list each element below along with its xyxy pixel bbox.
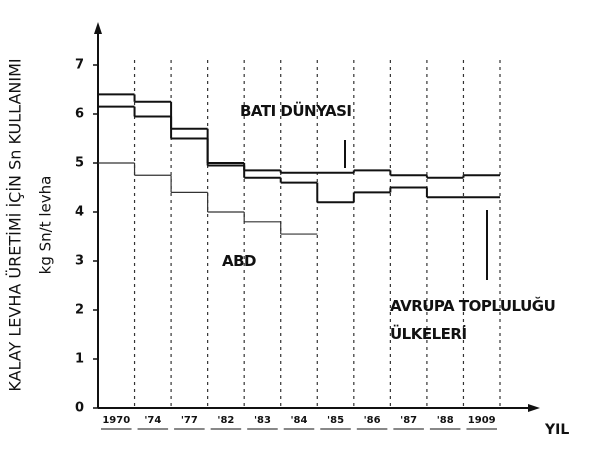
y-tick-label: 2 bbox=[75, 303, 84, 318]
y-tick-label: 0 bbox=[75, 401, 84, 416]
y-tick-label: 1 bbox=[75, 352, 84, 367]
y-arrow bbox=[94, 22, 102, 34]
x-tick-label: '87 bbox=[400, 415, 417, 426]
y-tick-label: 7 bbox=[75, 58, 84, 73]
x-tick-label: '84 bbox=[291, 415, 308, 426]
x-tick-label: '74 bbox=[144, 415, 161, 426]
series-label: BATI DÜNYASI bbox=[240, 102, 352, 120]
y-axis-unit: kg Sn/t levha bbox=[37, 176, 55, 275]
x-tick-label: '83 bbox=[254, 415, 271, 426]
y-tick-label: 6 bbox=[75, 107, 84, 122]
y-tick-label: 5 bbox=[75, 156, 84, 171]
x-tick-label: 1909 bbox=[468, 415, 496, 426]
series-label: ABD bbox=[222, 252, 257, 270]
x-tick-label: '88 bbox=[437, 415, 454, 426]
x-axis-label: YIL bbox=[544, 422, 569, 438]
y-axis-label: KALAY LEVHA ÜRETİMİ İÇİN Sn KULLANIMI bbox=[6, 58, 25, 391]
x-tick-label: '77 bbox=[181, 415, 198, 426]
x-tick-label: '86 bbox=[364, 415, 381, 426]
y-tick-label: 4 bbox=[75, 205, 84, 220]
x-arrow bbox=[528, 404, 540, 412]
x-tick-label: '82 bbox=[217, 415, 234, 426]
x-tick-label: '85 bbox=[327, 415, 344, 426]
y-tick-label: 3 bbox=[75, 254, 84, 269]
x-tick-label: 1970 bbox=[102, 415, 130, 426]
series-label: AVRUPA TOPLULUĞU ÜLKELERİ bbox=[390, 297, 556, 343]
